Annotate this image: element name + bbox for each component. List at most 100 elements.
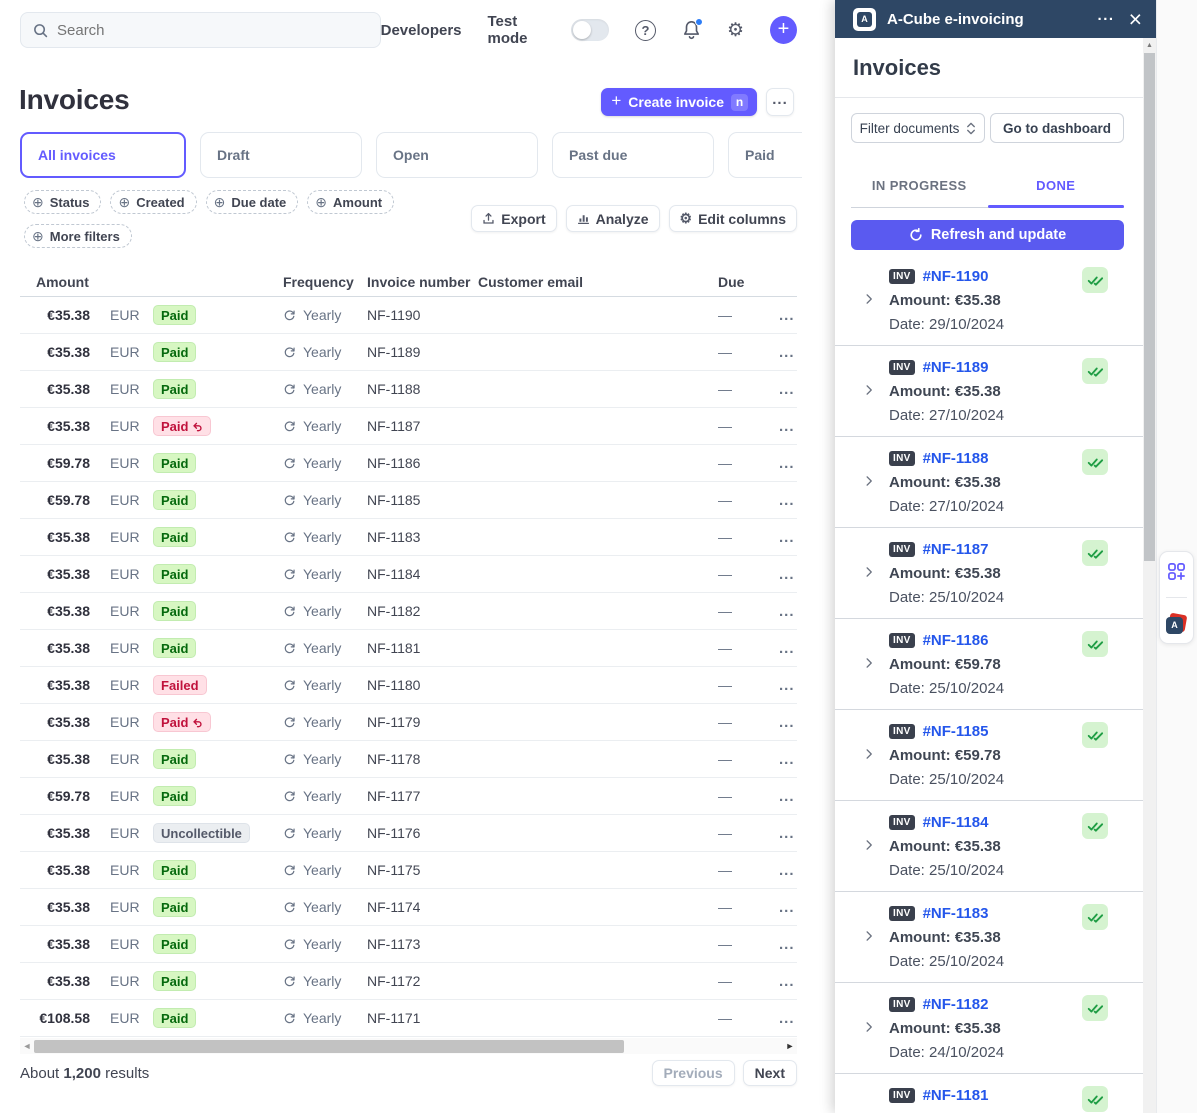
table-row[interactable]: €35.38 EUR Paid Yearly NF-1189 —... bbox=[20, 334, 797, 371]
tab-all-invoices[interactable]: All invoices bbox=[20, 132, 186, 178]
expand-chevron-icon[interactable] bbox=[863, 475, 875, 487]
row-overflow-button[interactable]: ... bbox=[779, 491, 795, 509]
tab-paid[interactable]: Paid bbox=[728, 132, 802, 178]
panel-overflow-button[interactable]: ... bbox=[1097, 7, 1115, 24]
help-button[interactable]: ? bbox=[634, 19, 656, 41]
table-row[interactable]: €59.78 EUR Paid Yearly NF-1177 —... bbox=[20, 778, 797, 815]
table-row[interactable]: €35.38 EUR Paid Yearly NF-1178 —... bbox=[20, 741, 797, 778]
invoice-number-link[interactable]: #NF-1184 bbox=[922, 814, 989, 831]
table-row[interactable]: €35.38 EUR Paid Yearly NF-1172 —... bbox=[20, 963, 797, 1000]
refresh-and-update-button[interactable]: Refresh and update bbox=[851, 220, 1124, 250]
row-overflow-button[interactable]: ... bbox=[779, 972, 795, 990]
table-row[interactable]: €35.38 EUR Paid Yearly NF-1184 —... bbox=[20, 556, 797, 593]
panel-scrollbar[interactable]: ▲ bbox=[1143, 38, 1156, 1113]
acube-app-button[interactable]: A bbox=[1160, 605, 1193, 643]
table-row[interactable]: €35.38 EUR Paid Yearly NF-1183 —... bbox=[20, 519, 797, 556]
apps-grid-button[interactable] bbox=[1160, 552, 1193, 590]
search-input[interactable] bbox=[20, 12, 381, 48]
scroll-left-arrow-icon[interactable]: ◄ bbox=[22, 1041, 32, 1051]
invoice-number-link[interactable]: #NF-1185 bbox=[922, 723, 989, 740]
create-invoice-button[interactable]: + Create invoice n bbox=[601, 88, 757, 116]
expand-chevron-icon[interactable] bbox=[863, 566, 875, 578]
table-row[interactable]: €35.38 EUR Paid Yearly NF-1187 —... bbox=[20, 408, 797, 445]
row-overflow-button[interactable]: ... bbox=[779, 417, 795, 435]
table-row[interactable]: €59.78 EUR Paid Yearly NF-1186 —... bbox=[20, 445, 797, 482]
export-button[interactable]: Export bbox=[471, 205, 557, 232]
expand-chevron-icon[interactable] bbox=[863, 930, 875, 942]
settings-button[interactable]: ⚙ bbox=[727, 21, 744, 40]
invoice-overflow-button[interactable]: ... bbox=[766, 88, 794, 116]
invoice-number-link[interactable]: #NF-1186 bbox=[922, 632, 989, 649]
tab-past-due[interactable]: Past due bbox=[552, 132, 714, 178]
filter-due-date[interactable]: ⊕ Due date bbox=[205, 190, 299, 214]
horizontal-scrollbar[interactable]: ◄ ► bbox=[20, 1038, 797, 1054]
row-overflow-button[interactable]: ... bbox=[779, 861, 795, 879]
filter-more[interactable]: ⊕ More filters bbox=[24, 224, 132, 248]
row-overflow-button[interactable]: ... bbox=[779, 935, 795, 953]
invoice-number-link[interactable]: #NF-1189 bbox=[922, 359, 989, 376]
tab-open[interactable]: Open bbox=[376, 132, 538, 178]
tab-done[interactable]: DONE bbox=[1036, 178, 1076, 193]
quick-add-button[interactable]: + bbox=[769, 16, 797, 44]
scroll-right-arrow-icon[interactable]: ► bbox=[785, 1041, 795, 1051]
panel-close-icon[interactable]: × bbox=[1128, 5, 1142, 32]
table-row[interactable]: €35.38 EUR Failed Yearly NF-1180 —... bbox=[20, 667, 797, 704]
table-row[interactable]: €35.38 EUR Paid Yearly NF-1188 —... bbox=[20, 371, 797, 408]
next-page-button[interactable]: Next bbox=[742, 1060, 797, 1086]
row-overflow-button[interactable]: ... bbox=[779, 898, 795, 916]
row-overflow-button[interactable]: ... bbox=[779, 565, 795, 583]
search-field[interactable] bbox=[57, 21, 368, 39]
expand-chevron-icon[interactable] bbox=[863, 1021, 875, 1033]
expand-chevron-icon[interactable] bbox=[863, 293, 875, 305]
row-overflow-button[interactable]: ... bbox=[779, 750, 795, 768]
row-overflow-button[interactable]: ... bbox=[779, 787, 795, 805]
invoice-number-link[interactable]: #NF-1187 bbox=[922, 541, 989, 558]
table-row[interactable]: €35.38 EUR Paid Yearly NF-1174 —... bbox=[20, 889, 797, 926]
table-row[interactable]: €108.58 EUR Paid Yearly NF-1171 —... bbox=[20, 1000, 797, 1037]
table-row[interactable]: €35.38 EUR Paid Yearly NF-1181 —... bbox=[20, 630, 797, 667]
filter-amount[interactable]: ⊕ Amount bbox=[307, 190, 395, 214]
test-mode-toggle[interactable] bbox=[570, 19, 609, 41]
panel-scrollbar-thumb[interactable] bbox=[1144, 53, 1155, 561]
row-overflow-button[interactable]: ... bbox=[779, 713, 795, 731]
table-row[interactable]: €35.38 EUR Paid Yearly NF-1179 —... bbox=[20, 704, 797, 741]
table-row[interactable]: €35.38 EUR Paid Yearly NF-1175 —... bbox=[20, 852, 797, 889]
row-overflow-button[interactable]: ... bbox=[779, 380, 795, 398]
invoice-number-link[interactable]: #NF-1188 bbox=[922, 450, 989, 467]
filter-status[interactable]: ⊕ Status bbox=[24, 190, 102, 214]
expand-chevron-icon[interactable] bbox=[863, 657, 875, 669]
analyze-button[interactable]: Analyze bbox=[565, 205, 660, 232]
invoice-number-link[interactable]: #NF-1190 bbox=[922, 268, 989, 285]
tab-in-progress[interactable]: IN PROGRESS bbox=[871, 178, 967, 193]
scrollbar-track[interactable] bbox=[34, 1039, 783, 1053]
tab-draft[interactable]: Draft bbox=[200, 132, 362, 178]
invoice-number-link[interactable]: #NF-1182 bbox=[922, 996, 989, 1013]
row-overflow-button[interactable]: ... bbox=[779, 824, 795, 842]
row-overflow-button[interactable]: ... bbox=[779, 454, 795, 472]
invoice-number-link[interactable]: #NF-1183 bbox=[922, 905, 989, 922]
row-overflow-button[interactable]: ... bbox=[779, 639, 795, 657]
notifications-button[interactable] bbox=[682, 18, 703, 40]
previous-page-button[interactable]: Previous bbox=[651, 1060, 735, 1086]
go-to-dashboard-button[interactable]: Go to dashboard bbox=[990, 113, 1124, 143]
row-overflow-button[interactable]: ... bbox=[779, 1009, 795, 1027]
filter-documents-select[interactable]: Filter documents bbox=[851, 113, 985, 143]
row-overflow-button[interactable]: ... bbox=[779, 602, 795, 620]
edit-columns-button[interactable]: ⚙ Edit columns bbox=[668, 205, 797, 232]
row-overflow-button[interactable]: ... bbox=[779, 343, 795, 361]
table-row[interactable]: €59.78 EUR Paid Yearly NF-1185 —... bbox=[20, 482, 797, 519]
expand-chevron-icon[interactable] bbox=[863, 839, 875, 851]
expand-chevron-icon[interactable] bbox=[863, 384, 875, 396]
row-overflow-button[interactable]: ... bbox=[779, 528, 795, 546]
row-overflow-button[interactable]: ... bbox=[779, 306, 795, 324]
developers-link[interactable]: Developers bbox=[380, 21, 462, 39]
table-row[interactable]: €35.38 EUR Paid Yearly NF-1173 —... bbox=[20, 926, 797, 963]
table-row[interactable]: €35.38 EUR Paid Yearly NF-1182 —... bbox=[20, 593, 797, 630]
table-row[interactable]: €35.38 EUR Paid Yearly NF-1190 —... bbox=[20, 297, 797, 334]
table-row[interactable]: €35.38 EUR Uncollectible Yearly NF-1176 —... bbox=[20, 815, 797, 852]
row-overflow-button[interactable]: ... bbox=[779, 676, 795, 694]
filter-created[interactable]: ⊕ Created bbox=[110, 190, 197, 214]
scroll-up-arrow-icon[interactable]: ▲ bbox=[1146, 41, 1153, 49]
scrollbar-thumb[interactable] bbox=[34, 1039, 624, 1053]
invoice-number-link[interactable]: #NF-1181 bbox=[922, 1087, 989, 1104]
